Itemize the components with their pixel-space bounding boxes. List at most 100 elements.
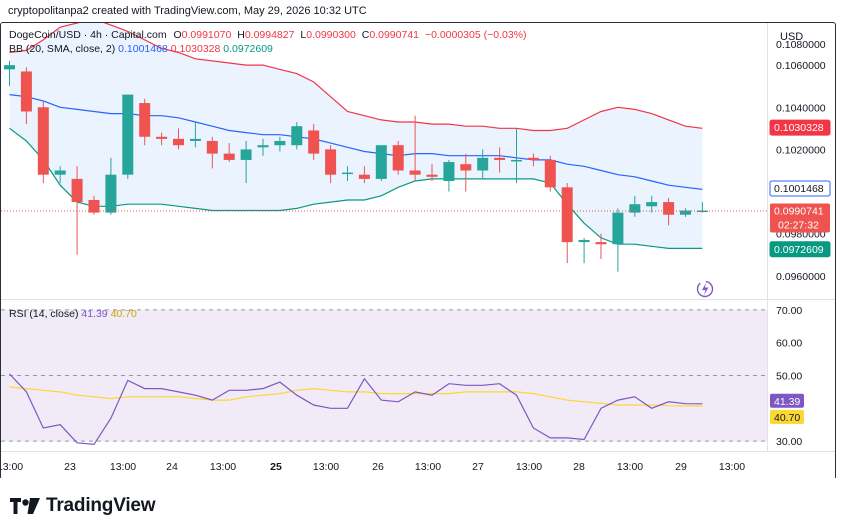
candle-body <box>578 240 590 243</box>
time-tick-label: 13:00 <box>210 461 236 473</box>
legend-rsi[interactable]: RSI (14, close) 41.39 40.70 <box>9 308 137 320</box>
rsi-tick-label: 50.00 <box>776 371 802 383</box>
candle-body <box>223 153 235 160</box>
close-label: C <box>361 29 370 41</box>
price-tick-label: 0.1080000 <box>776 39 826 51</box>
time-tick-label: 13:00 <box>415 461 441 473</box>
candle-body <box>696 210 708 213</box>
symbol-label[interactable]: DogeCoin/USD · 4h · Capital.com <box>9 29 167 41</box>
rsi-line <box>9 373 703 446</box>
rsi-tick-label: 60.00 <box>776 338 802 350</box>
top-caption: cryptopolitanpa2 created with TradingVie… <box>0 0 847 22</box>
candle-body <box>443 162 455 182</box>
candle-body <box>612 212 624 245</box>
candle-body <box>646 202 658 207</box>
candle-body <box>527 157 539 160</box>
high-label: H <box>237 29 245 41</box>
open-value: 0.0991070 <box>181 29 232 41</box>
candle-body <box>291 126 303 146</box>
candle-body <box>477 157 489 171</box>
rsi-ma-tag-bg <box>770 410 804 425</box>
rsi-ma-line <box>9 386 703 407</box>
candle-body <box>358 174 370 179</box>
candle-body <box>54 170 66 175</box>
candle-body <box>122 94 134 175</box>
candle-body <box>561 187 573 243</box>
rsi-ma-tag: 40.70 <box>774 412 800 424</box>
time-tick-label: 27 <box>472 461 484 473</box>
candle-body <box>595 242 607 245</box>
low-value: 0.0990300 <box>306 29 356 41</box>
low-label: L <box>300 29 307 41</box>
rsi-tick-label: 70.00 <box>776 305 802 317</box>
rsi-value-tag: 41.39 <box>774 396 800 408</box>
rsi-ma-value: 40.70 <box>110 308 137 320</box>
footer: TradingView <box>0 478 847 532</box>
candle-body <box>342 172 353 175</box>
time-tick-label: 13:00 <box>516 461 542 473</box>
candle-body <box>139 103 151 137</box>
time-tick-label: 13:00 <box>1 461 23 473</box>
last-price-tag-bg <box>770 203 830 233</box>
candle-body <box>325 149 337 175</box>
price-tick-label: 0.0960000 <box>776 271 826 283</box>
time-tick-label: 13:00 <box>110 461 136 473</box>
candle-body <box>189 138 201 141</box>
legend-bb[interactable]: BB (20, SMA, close, 2) 0.1001468 0.10303… <box>9 43 273 55</box>
bb-fill-area <box>9 23 703 249</box>
time-tick-label: 28 <box>573 461 585 473</box>
chart-frame[interactable]: 0.1060000 0.1040000 0.1020000 0.0960000 0.10… <box>0 22 836 480</box>
candle-body <box>392 145 404 171</box>
bb-lower-value: 0.0972609 <box>223 43 273 55</box>
chart-canvas[interactable]: 0.1060000 0.1040000 0.1020000 0.0960000 0.10… <box>1 23 835 479</box>
candle-body <box>71 178 83 203</box>
rsi-value: 41.39 <box>81 308 108 320</box>
time-tick-label: 13:00 <box>313 461 339 473</box>
price-tick-label: 0.1060000 <box>776 60 826 72</box>
high-value: 0.0994827 <box>244 29 295 41</box>
candle-body <box>105 174 117 213</box>
rsi-label: RSI (14, close) <box>9 308 79 320</box>
time-tick-label: 25 <box>270 461 282 473</box>
candle-body <box>257 145 269 148</box>
bb-basis-price-tag-bg <box>769 180 831 197</box>
bb-label: BB (20, SMA, close, 2) <box>9 43 116 55</box>
bb-basis-price-tag: 0.1001468 <box>774 183 824 195</box>
candle-body <box>375 145 387 179</box>
time-tick-label: 29 <box>675 461 687 473</box>
candle-body <box>629 204 641 213</box>
lightning-icon <box>696 280 714 298</box>
created-with-caption: cryptopolitanpa2 created with TradingVie… <box>8 5 367 17</box>
rsi-band <box>1 309 767 442</box>
candle-body <box>20 71 32 112</box>
candle-body <box>308 130 320 154</box>
bb-upper-price-tag-bg <box>769 119 831 136</box>
candle-body <box>511 159 522 162</box>
bb-upper-price-tag: 0.1030328 <box>774 122 824 134</box>
candle-body <box>663 202 675 215</box>
candle-body <box>156 136 168 139</box>
countdown-tag: 02:27:32 <box>778 220 819 232</box>
tradingview-logo[interactable]: TradingView <box>10 495 156 517</box>
time-tick-label: 24 <box>166 461 178 473</box>
currency-label[interactable]: USD <box>780 31 804 43</box>
candle-body <box>37 107 49 175</box>
candle-body <box>88 199 100 213</box>
time-tick-label: 13:00 <box>719 461 745 473</box>
rsi-value-tag-bg <box>770 393 804 408</box>
last-price-tag: 0.0990741 <box>774 206 824 218</box>
candle-body <box>4 65 15 70</box>
time-tick-label: 26 <box>372 461 384 473</box>
candle-body <box>173 138 184 146</box>
change-value: −0.0000305 (−0.03%) <box>424 29 527 41</box>
open-label: O <box>173 29 182 41</box>
candle-body <box>426 174 438 177</box>
bb-lower-price-tag: 0.0972609 <box>774 244 824 256</box>
price-tick-label: 0.1020000 <box>776 144 826 156</box>
bb-upper-value: 0.1030328 <box>170 43 221 55</box>
legend-main: DogeCoin/USD · 4h · Capital.com O0.09910… <box>9 29 527 41</box>
time-tick-label: 23 <box>64 461 76 473</box>
tradingview-logo-icon <box>10 498 40 514</box>
candle-body <box>460 164 472 171</box>
close-value: 0.0990741 <box>369 29 420 41</box>
